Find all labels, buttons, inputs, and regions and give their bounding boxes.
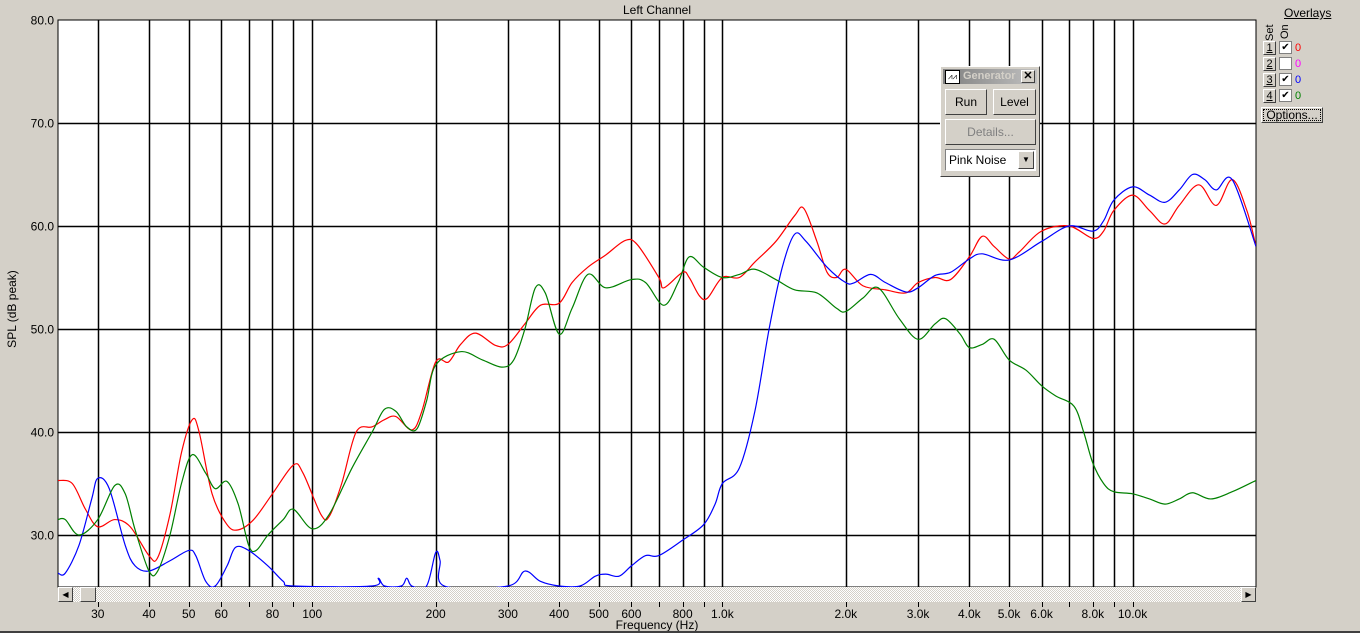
overlay-value: 0 xyxy=(1295,73,1302,86)
window-border xyxy=(0,631,1360,633)
y-tick-label: 80.0 xyxy=(31,14,55,28)
scroll-thumb[interactable] xyxy=(80,587,96,602)
x-tick-label: 50 xyxy=(182,607,196,621)
x-tick-label: 80 xyxy=(266,607,280,621)
generator-title: Generator xyxy=(963,70,1016,82)
x-tick-label: 6.0k xyxy=(1030,607,1054,621)
series-line-set-4 xyxy=(58,255,1256,577)
x-tick-label: 200 xyxy=(426,607,446,621)
waveform-icon: ⩘⩘ xyxy=(945,70,960,84)
close-icon[interactable]: ✕ xyxy=(1021,70,1035,83)
generator-titlebar[interactable]: ⩘⩘ Generator ✕ xyxy=(943,69,1037,84)
x-tick-label: 3.0k xyxy=(907,607,931,621)
x-axis-label: Frequency (Hz) xyxy=(615,618,699,632)
chevron-down-icon[interactable]: ▼ xyxy=(1018,151,1034,169)
scroll-right-button[interactable]: ▶ xyxy=(1241,587,1256,602)
series-line-set-1 xyxy=(58,179,1256,562)
horizontal-scrollbar[interactable]: ◀ ▶ xyxy=(58,587,1256,602)
scroll-left-button[interactable]: ◀ xyxy=(58,587,73,602)
plot-area xyxy=(57,19,1257,588)
overlays-title[interactable]: Overlays xyxy=(1284,6,1332,20)
overlay-set-button[interactable]: 3 xyxy=(1263,72,1276,87)
x-tick-label: 40 xyxy=(142,607,156,621)
overlay-on-checkbox[interactable]: ✔ xyxy=(1279,41,1292,54)
y-tick-label: 50.0 xyxy=(31,323,55,337)
x-tick-label: 5.0k xyxy=(998,607,1022,621)
details-button[interactable]: Details... xyxy=(945,119,1036,145)
x-tick-label: 60 xyxy=(215,607,229,621)
signal-type-select[interactable]: Pink Noise ▼ xyxy=(945,149,1036,171)
options-button[interactable]: Options... xyxy=(1261,107,1323,123)
overlay-value: 0 xyxy=(1295,41,1302,54)
x-tick-label: 300 xyxy=(498,607,518,621)
x-tick-label: 400 xyxy=(549,607,569,621)
x-tick-label: 8.0k xyxy=(1081,607,1105,621)
y-axis-label: SPL (dB peak) xyxy=(5,270,19,348)
overlay-on-checkbox[interactable]: ✔ xyxy=(1279,73,1292,86)
on-column-header: On xyxy=(1279,24,1291,39)
overlay-row-3: 3 ✔ 0 xyxy=(1263,72,1301,87)
run-button[interactable]: Run xyxy=(945,89,987,115)
overlay-row-4: 4 ✔ 0 xyxy=(1263,88,1301,103)
chart-title: Left Channel xyxy=(622,3,692,17)
y-tick-label: 40.0 xyxy=(31,426,55,440)
x-tick-label: 10.0k xyxy=(1118,607,1148,621)
x-tick-label: 600 xyxy=(621,607,641,621)
set-column-header: Set xyxy=(1264,24,1276,41)
overlay-set-button[interactable]: 2 xyxy=(1263,56,1276,71)
x-tick-label: 500 xyxy=(589,607,609,621)
x-tick-label: 2.0k xyxy=(834,607,858,621)
overlay-on-checkbox[interactable]: ✔ xyxy=(1279,89,1292,102)
y-tick-label: 70.0 xyxy=(31,117,55,131)
y-tick-label: 30.0 xyxy=(31,529,55,543)
overlay-row-1: 1 ✔ 0 xyxy=(1263,40,1301,55)
overlay-value: 0 xyxy=(1295,57,1302,70)
x-tick-label: 800 xyxy=(673,607,693,621)
x-tick-label: 100 xyxy=(302,607,322,621)
overlay-value: 0 xyxy=(1295,89,1302,102)
overlay-set-button[interactable]: 4 xyxy=(1263,88,1276,103)
y-tick-label: 60.0 xyxy=(31,220,55,234)
x-tick-label: 1.0k xyxy=(711,607,735,621)
level-button[interactable]: Level xyxy=(993,89,1036,115)
series-line-set-3 xyxy=(58,173,1256,587)
x-tick-label: 4.0k xyxy=(958,607,982,621)
generator-window: ⩘⩘ Generator ✕ Run Level Details... Pink… xyxy=(940,66,1040,177)
signal-type-value: Pink Noise xyxy=(949,153,1007,167)
overlay-set-button[interactable]: 1 xyxy=(1263,40,1276,55)
overlay-on-checkbox[interactable] xyxy=(1279,57,1292,70)
x-tick-label: 30 xyxy=(91,607,105,621)
